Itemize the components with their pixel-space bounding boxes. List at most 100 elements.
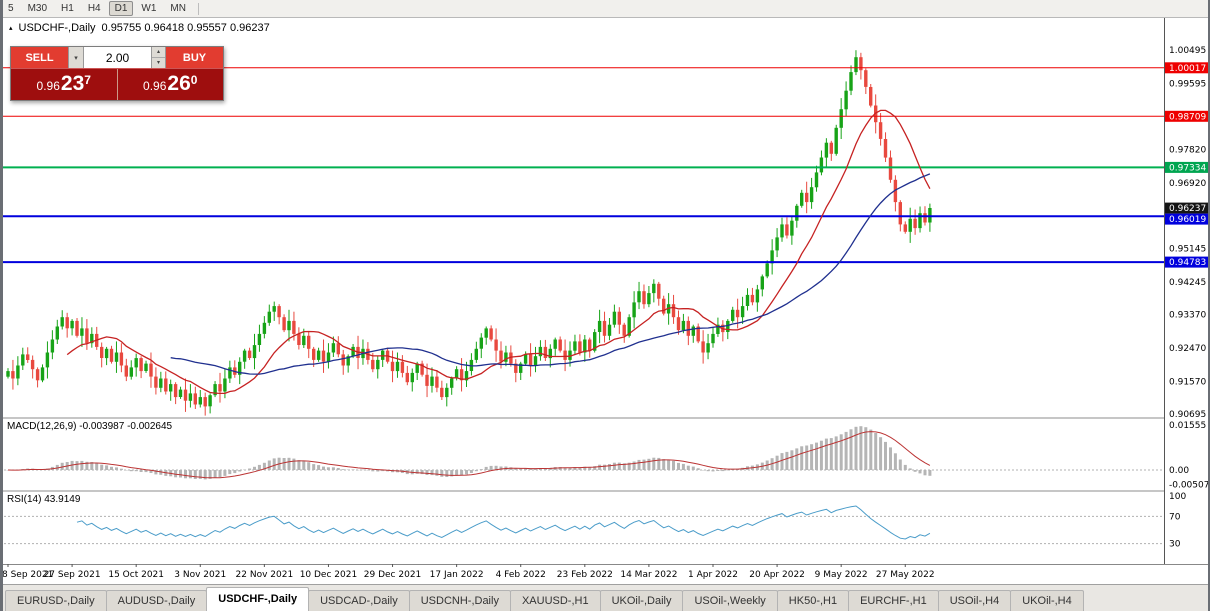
ask-price-display[interactable]: 0.96 26 0 bbox=[118, 69, 224, 100]
collapse-arrow-icon[interactable]: ▴ bbox=[9, 25, 13, 32]
timeframe-button-mn[interactable]: MN bbox=[170, 3, 186, 14]
price-axis[interactable] bbox=[1164, 18, 1210, 564]
rsi-line bbox=[76, 505, 931, 540]
svg-text:0.94783: 0.94783 bbox=[1169, 258, 1206, 268]
pane-divider[interactable] bbox=[0, 490, 1210, 492]
svg-text:0.99595: 0.99595 bbox=[1169, 79, 1206, 89]
trade-controls-row: SELL ▾ 2.00 ▴ ▾ BUY bbox=[11, 47, 223, 69]
svg-text:8 Sep 2021: 8 Sep 2021 bbox=[2, 570, 53, 580]
macd-signal-line bbox=[7, 431, 931, 479]
date-axis[interactable] bbox=[0, 564, 1210, 584]
timeframe-button-h1[interactable]: H1 bbox=[61, 3, 74, 14]
buy-button[interactable]: BUY bbox=[166, 47, 223, 68]
ask-price-big-digits: 26 bbox=[167, 72, 191, 95]
svg-text:3 Nov 2021: 3 Nov 2021 bbox=[174, 570, 226, 580]
rsi-axis-label: 100 bbox=[1169, 492, 1186, 502]
svg-text:20 Apr 2022: 20 Apr 2022 bbox=[749, 570, 805, 580]
chart-background[interactable] bbox=[0, 18, 1210, 584]
svg-text:0.97334: 0.97334 bbox=[1169, 163, 1206, 173]
price-axis-labels: 1.00495 0.99595 0.97820 0.96920 0.95145 0.942… bbox=[1165, 46, 1209, 420]
lot-stepper: ▴ ▾ bbox=[151, 47, 166, 68]
svg-text:0.96920: 0.96920 bbox=[1169, 179, 1206, 189]
svg-text:1.00495: 1.00495 bbox=[1169, 46, 1206, 56]
svg-text:0.90695: 0.90695 bbox=[1169, 410, 1206, 420]
timeframe-button-w1[interactable]: W1 bbox=[141, 3, 157, 14]
one-click-trading-panel: SELL ▾ 2.00 ▴ ▾ BUY 0.96 23 7 0.96 26 0 bbox=[10, 46, 224, 101]
timeframe-button-d1[interactable]: D1 bbox=[108, 1, 134, 16]
rsi-indicator-label: RSI(14) 43.9149 bbox=[7, 494, 81, 505]
window-border-left bbox=[0, 0, 3, 611]
sell-button[interactable]: SELL bbox=[11, 47, 68, 68]
chart-tab-ukoil-daily[interactable]: UKOil-,Daily bbox=[599, 590, 684, 611]
timeframe-button-h4[interactable]: H4 bbox=[87, 3, 101, 14]
candles bbox=[6, 50, 932, 416]
chart-tab-xauusd-h1[interactable]: XAUUSD-,H1 bbox=[509, 590, 601, 611]
svg-text:27 Sep 2021: 27 Sep 2021 bbox=[44, 570, 101, 580]
moving-average-34 bbox=[170, 173, 931, 375]
svg-text:0.91570: 0.91570 bbox=[1169, 378, 1206, 388]
price-chart[interactable]: 1.00495 0.99595 0.97820 0.96920 0.95145 0.942… bbox=[0, 18, 1210, 584]
chart-tab-usoil-h4[interactable]: USOil-,H4 bbox=[937, 590, 1012, 611]
svg-text:0.94245: 0.94245 bbox=[1169, 278, 1206, 288]
macd-indicator-label: MACD(12,26,9) -0.003987 -0.002645 bbox=[7, 421, 173, 432]
chart-tab-eurusd-daily[interactable]: EURUSD-,Daily bbox=[5, 590, 107, 611]
price-tag bbox=[1165, 213, 1209, 225]
chart-tab-ukoil-h4[interactable]: UKOil-,H4 bbox=[1010, 590, 1084, 611]
timeframe-bar: 5 M30 H1 H4 D1 W1 MN bbox=[1, 0, 193, 17]
rsi-axis-label: 30 bbox=[1169, 540, 1181, 550]
svg-text:27 May 2022: 27 May 2022 bbox=[876, 570, 935, 580]
bid-price-prefix: 0.96 bbox=[36, 79, 60, 93]
chart-tab-eurchf-h1[interactable]: EURCHF-,H1 bbox=[848, 590, 939, 611]
timeframe-toolbar: 5 M30 H1 H4 D1 W1 MN bbox=[0, 0, 1210, 18]
price-tag bbox=[1165, 62, 1209, 74]
rsi-axis-label: 70 bbox=[1169, 512, 1181, 522]
svg-text:0.96019: 0.96019 bbox=[1169, 215, 1206, 225]
svg-text:22 Nov 2021: 22 Nov 2021 bbox=[236, 570, 294, 580]
svg-text:0.92470: 0.92470 bbox=[1169, 344, 1206, 354]
chart-ohlc-values: 0.95755 0.96418 0.95557 0.96237 bbox=[101, 22, 270, 34]
svg-text:0.93370: 0.93370 bbox=[1169, 311, 1206, 321]
svg-text:15 Oct 2021: 15 Oct 2021 bbox=[108, 570, 164, 580]
chart-tab-usdchf-daily[interactable]: USDCHF-,Daily bbox=[206, 587, 310, 611]
svg-text:1.00017: 1.00017 bbox=[1169, 64, 1206, 74]
window-border-right bbox=[1208, 0, 1210, 611]
chart-tab-usdcnh-daily[interactable]: USDCNH-,Daily bbox=[408, 590, 511, 611]
lot-dropdown-button[interactable]: ▾ bbox=[68, 47, 84, 68]
chart-tab-usoil-weekly[interactable]: USOil-,Weekly bbox=[682, 590, 778, 611]
ask-price-prefix: 0.96 bbox=[143, 79, 167, 93]
lot-size-input[interactable]: 2.00 bbox=[84, 47, 151, 68]
horizontal-level-lines[interactable] bbox=[0, 67, 1164, 264]
price-tag bbox=[1165, 161, 1209, 173]
price-tag bbox=[1165, 256, 1209, 268]
chart-tab-usdcad-daily[interactable]: USDCAD-,Daily bbox=[308, 590, 410, 611]
toolbar-separator bbox=[197, 2, 199, 15]
price-tag bbox=[1165, 110, 1209, 122]
chart-tab-audusd-daily[interactable]: AUDUSD-,Daily bbox=[105, 590, 208, 611]
macd-axis-label: 0.00 bbox=[1169, 466, 1189, 476]
svg-text:29 Dec 2021: 29 Dec 2021 bbox=[364, 570, 422, 580]
pane-divider[interactable] bbox=[0, 417, 1210, 419]
macd-axis-label: -0.005075 bbox=[1169, 481, 1210, 491]
timeframe-button-m30[interactable]: M30 bbox=[27, 3, 48, 14]
svg-text:23 Feb 2022: 23 Feb 2022 bbox=[557, 570, 613, 580]
price-tag bbox=[1165, 202, 1209, 214]
bid-price-pipette: 7 bbox=[84, 73, 91, 87]
timeframe-button-5[interactable]: 5 bbox=[8, 3, 14, 14]
svg-text:1 Apr 2022: 1 Apr 2022 bbox=[688, 570, 738, 580]
chevron-down-icon: ▾ bbox=[74, 54, 78, 62]
chart-tab-hk50-h1[interactable]: HK50-,H1 bbox=[776, 590, 850, 611]
svg-text:0.95145: 0.95145 bbox=[1169, 245, 1206, 255]
lot-decrease-button[interactable]: ▾ bbox=[152, 58, 165, 68]
bid-price-big-digits: 23 bbox=[60, 72, 85, 95]
ask-price-pipette: 0 bbox=[190, 73, 198, 87]
svg-text:0.98709: 0.98709 bbox=[1169, 112, 1206, 122]
lot-increase-button[interactable]: ▴ bbox=[152, 47, 165, 58]
chart-symbol-period: USDCHF-,Daily bbox=[18, 22, 96, 34]
svg-text:17 Jan 2022: 17 Jan 2022 bbox=[430, 570, 484, 580]
bid-price-display[interactable]: 0.96 23 7 bbox=[11, 69, 118, 100]
svg-text:10 Dec 2021: 10 Dec 2021 bbox=[300, 570, 358, 580]
svg-text:0.97820: 0.97820 bbox=[1169, 145, 1206, 155]
chart-tab-bar: EURUSD-,Daily AUDUSD-,Daily USDCHF-,Daily U… bbox=[0, 584, 1210, 611]
